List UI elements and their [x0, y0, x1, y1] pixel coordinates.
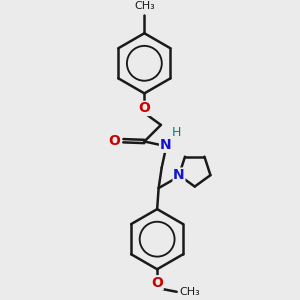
Text: CH₃: CH₃ — [134, 1, 155, 11]
Text: N: N — [160, 138, 171, 152]
Text: N: N — [173, 168, 185, 182]
Text: CH₃: CH₃ — [180, 287, 200, 297]
Text: H: H — [172, 126, 182, 139]
Text: O: O — [138, 101, 150, 116]
Text: O: O — [108, 134, 120, 148]
Text: O: O — [151, 276, 163, 290]
